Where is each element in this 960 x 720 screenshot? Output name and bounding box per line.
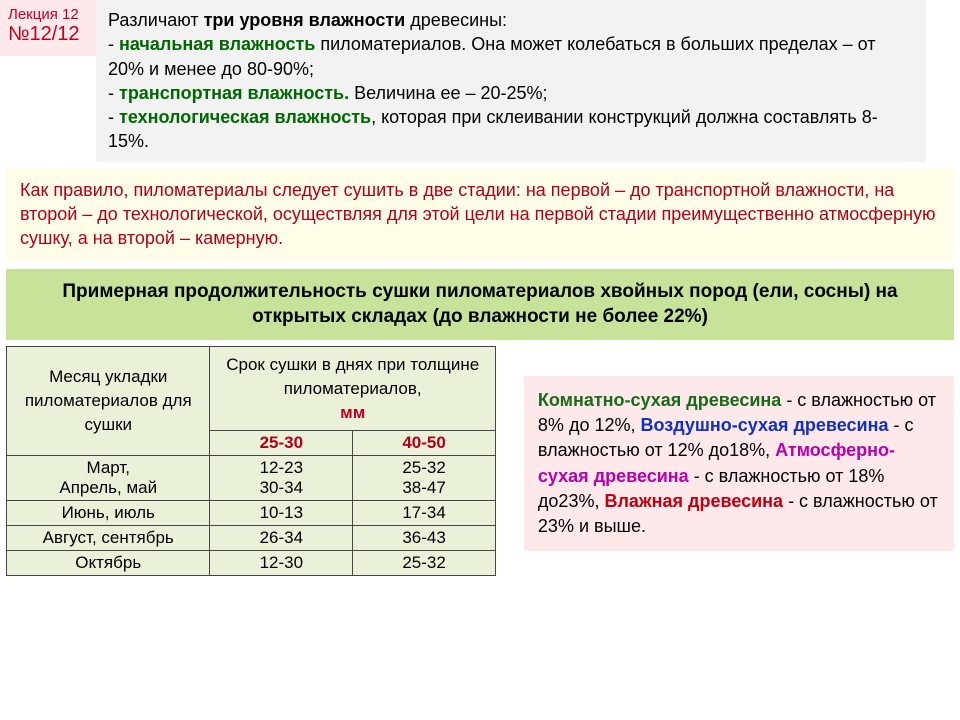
top-row: Лекция 12 №12/12 Различают три уровня вл… <box>0 0 960 162</box>
month-cell: Октябрь <box>7 551 210 576</box>
v2-cell: 25-32 38-47 <box>353 456 496 501</box>
v2-cell: 25-32 <box>353 551 496 576</box>
lecture-number: №12/12 <box>8 23 88 46</box>
drying-note: Как правило, пиломатериалы следует сушит… <box>6 168 954 261</box>
col1-header: Месяц укладки пиломатериалов для сушки <box>7 346 210 455</box>
table-row: Июнь, июль 10-13 17-34 <box>7 501 496 526</box>
month-cell: Август, сентябрь <box>7 526 210 551</box>
v2-cell: 36-43 <box>353 526 496 551</box>
table-title: Примерная продолжительность сушки пилома… <box>6 269 954 340</box>
mm-label: мм <box>340 403 365 422</box>
l1-pre: - <box>108 34 119 54</box>
intro-tail: древесины: <box>405 10 507 30</box>
v1-cell: 10-13 <box>210 501 353 526</box>
v1-cell: 26-34 <box>210 526 353 551</box>
v1-cell: 12-23 30-34 <box>210 456 353 501</box>
term4: Влажная древесина <box>604 491 788 511</box>
v2-cell: 17-34 <box>353 501 496 526</box>
intro-text: Различают три уровня влажности древесины… <box>96 0 926 162</box>
month-cell: Март, Апрель, май <box>7 456 210 501</box>
drying-table: Месяц укладки пиломатериалов для сушки С… <box>6 346 496 576</box>
lower-row: Месяц укладки пиломатериалов для сушки С… <box>0 346 960 576</box>
l2-post: Величина ее – 20-25%; <box>349 83 547 103</box>
range1: 25-30 <box>210 431 353 456</box>
v1-cell: 12-30 <box>210 551 353 576</box>
term1: Комнатно-сухая древесина <box>538 390 781 410</box>
l3-pre: - <box>108 107 119 127</box>
col2-header: Срок сушки в днях при толщине пиломатери… <box>210 346 495 430</box>
table-row: Март, Апрель, май 12-23 30-34 25-32 38-4… <box>7 456 496 501</box>
col2-header-text: Срок сушки в днях при толщине пиломатери… <box>226 355 479 398</box>
table-header-row: Месяц укладки пиломатериалов для сушки С… <box>7 346 496 430</box>
l1-term: начальная влажность <box>119 34 315 54</box>
month-cell: Июнь, июль <box>7 501 210 526</box>
table-row: Август, сентябрь 26-34 36-43 <box>7 526 496 551</box>
definitions-box: Комнатно-сухая древесина - с влажностью … <box>524 376 954 551</box>
lecture-label: Лекция 12 <box>8 6 88 23</box>
term2: Воздушно-сухая древесина <box>640 415 888 435</box>
l2-pre: - <box>108 83 119 103</box>
lecture-box: Лекция 12 №12/12 <box>0 0 96 56</box>
l2-term: транспортная влажность. <box>119 83 349 103</box>
slide: Лекция 12 №12/12 Различают три уровня вл… <box>0 0 960 720</box>
table-row: Октябрь 12-30 25-32 <box>7 551 496 576</box>
intro-lead: Различают <box>108 10 204 30</box>
range2: 40-50 <box>353 431 496 456</box>
l3-term: технологическая влажность <box>119 107 371 127</box>
intro-bold: три уровня влажности <box>204 10 406 30</box>
